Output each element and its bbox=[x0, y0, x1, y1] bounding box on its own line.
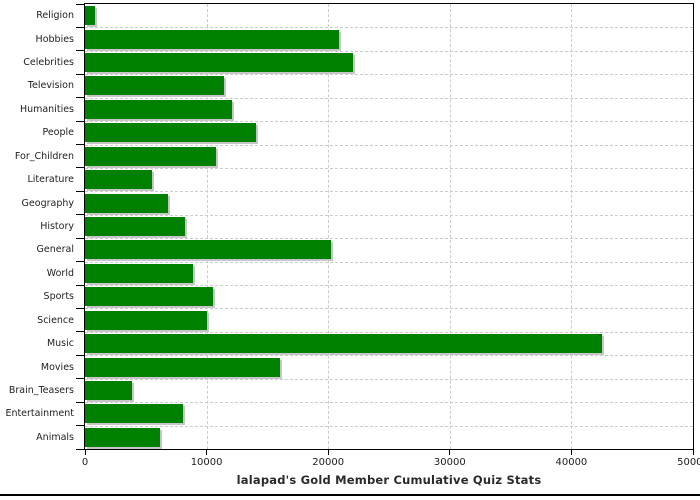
y-axis-label: Geography bbox=[21, 197, 74, 209]
y-axis-label: Hobbies bbox=[35, 33, 74, 45]
gridline-horizontal bbox=[85, 121, 693, 123]
gridline-vertical bbox=[571, 4, 573, 449]
y-axis-label: For_Children bbox=[14, 150, 74, 162]
bar-brain_teasers bbox=[85, 380, 133, 400]
bar-for_children bbox=[85, 146, 217, 166]
bar-sports bbox=[85, 287, 213, 307]
bar-world bbox=[85, 263, 194, 283]
y-axis-tick bbox=[76, 425, 84, 427]
x-axis-tick bbox=[327, 450, 329, 455]
bar-science bbox=[85, 310, 207, 330]
bar-celebrities bbox=[85, 53, 353, 73]
x-axis-tick bbox=[692, 450, 694, 455]
bar-history bbox=[85, 217, 185, 236]
x-axis-tick bbox=[206, 450, 208, 455]
gridline-horizontal bbox=[85, 50, 693, 52]
gridline-horizontal bbox=[85, 214, 693, 216]
y-axis-tick bbox=[76, 120, 84, 122]
y-axis-tick bbox=[76, 190, 84, 192]
x-axis-label: 0 bbox=[81, 457, 89, 468]
y-axis-tick bbox=[76, 97, 84, 99]
gridline-horizontal bbox=[85, 167, 693, 169]
plot-area bbox=[84, 3, 694, 450]
y-axis-label: Television bbox=[27, 80, 74, 92]
y-axis-label: People bbox=[42, 127, 74, 139]
bar-religion bbox=[85, 6, 95, 26]
y-axis-tick bbox=[76, 144, 84, 146]
gridline-horizontal bbox=[85, 97, 693, 99]
gridline-horizontal bbox=[85, 261, 693, 263]
gridline-horizontal bbox=[85, 27, 693, 29]
y-axis-tick bbox=[76, 307, 84, 309]
gridline-horizontal bbox=[85, 191, 693, 193]
gridline-horizontal bbox=[85, 402, 693, 404]
gridline-horizontal bbox=[85, 378, 693, 380]
y-axis-tick bbox=[76, 331, 84, 333]
y-axis-label: General bbox=[36, 244, 74, 256]
gridline-vertical bbox=[449, 4, 451, 449]
y-axis-tick bbox=[76, 73, 84, 75]
y-axis-tick bbox=[76, 401, 84, 403]
gridline-horizontal bbox=[85, 331, 693, 333]
bar-entertainment bbox=[85, 404, 184, 424]
bar-general bbox=[85, 240, 331, 260]
gridline-horizontal bbox=[85, 74, 693, 76]
y-axis-label: Sports bbox=[43, 291, 74, 303]
x-axis-label: 10000 bbox=[190, 457, 223, 468]
y-axis-label: World bbox=[46, 267, 74, 279]
y-axis-tick bbox=[76, 26, 84, 28]
x-axis-label: 30000 bbox=[433, 457, 466, 468]
y-axis-tick bbox=[76, 448, 84, 450]
y-axis-tick bbox=[76, 214, 84, 216]
y-axis-tick bbox=[76, 284, 84, 286]
bar-people bbox=[85, 123, 257, 143]
bar-humanities bbox=[85, 99, 233, 119]
bar-television bbox=[85, 76, 224, 96]
gridline-horizontal bbox=[85, 285, 693, 287]
y-axis-label: Brain_Teasers bbox=[8, 384, 74, 396]
y-axis-label: Celebrities bbox=[23, 57, 74, 69]
x-axis-label: 20000 bbox=[312, 457, 345, 468]
bar-movies bbox=[85, 357, 280, 377]
y-axis-label: Animals bbox=[36, 431, 74, 443]
bar-geography bbox=[85, 193, 168, 213]
gridline-horizontal bbox=[85, 144, 693, 146]
y-axis-tick bbox=[76, 237, 84, 239]
y-axis-tick bbox=[76, 261, 84, 263]
gridline-horizontal bbox=[85, 238, 693, 240]
gridline-horizontal bbox=[85, 425, 693, 427]
y-axis-label: Literature bbox=[27, 174, 74, 186]
y-axis-tick bbox=[76, 167, 84, 169]
bottom-border-line bbox=[0, 494, 700, 496]
gridline-horizontal bbox=[85, 355, 693, 357]
x-axis-tick bbox=[570, 450, 572, 455]
y-axis-label: Humanities bbox=[19, 103, 74, 115]
y-axis-label: Music bbox=[46, 338, 74, 350]
y-axis-tick bbox=[76, 354, 84, 356]
gridline-horizontal bbox=[85, 308, 693, 310]
x-axis-tick bbox=[449, 450, 451, 455]
y-axis-label: Entertainment bbox=[5, 408, 74, 420]
y-axis-tick bbox=[76, 3, 84, 5]
x-axis-tick bbox=[84, 450, 86, 455]
y-axis-tick bbox=[76, 378, 84, 380]
y-axis-tick bbox=[76, 50, 84, 52]
chart-title: lalapad's Gold Member Cumulative Quiz St… bbox=[236, 473, 542, 487]
bar-music bbox=[85, 334, 602, 354]
x-axis-label: 50000 bbox=[677, 457, 700, 468]
bar-hobbies bbox=[85, 29, 340, 49]
bar-literature bbox=[85, 170, 152, 190]
y-axis-label: Religion bbox=[36, 10, 74, 22]
y-axis-label: Movies bbox=[40, 361, 74, 373]
y-axis-label: History bbox=[40, 220, 74, 232]
gridline-vertical bbox=[328, 4, 330, 449]
y-axis-label: Science bbox=[37, 314, 74, 326]
gridline-vertical bbox=[206, 4, 208, 449]
bar-animals bbox=[85, 427, 161, 447]
x-axis-label: 40000 bbox=[555, 457, 588, 468]
